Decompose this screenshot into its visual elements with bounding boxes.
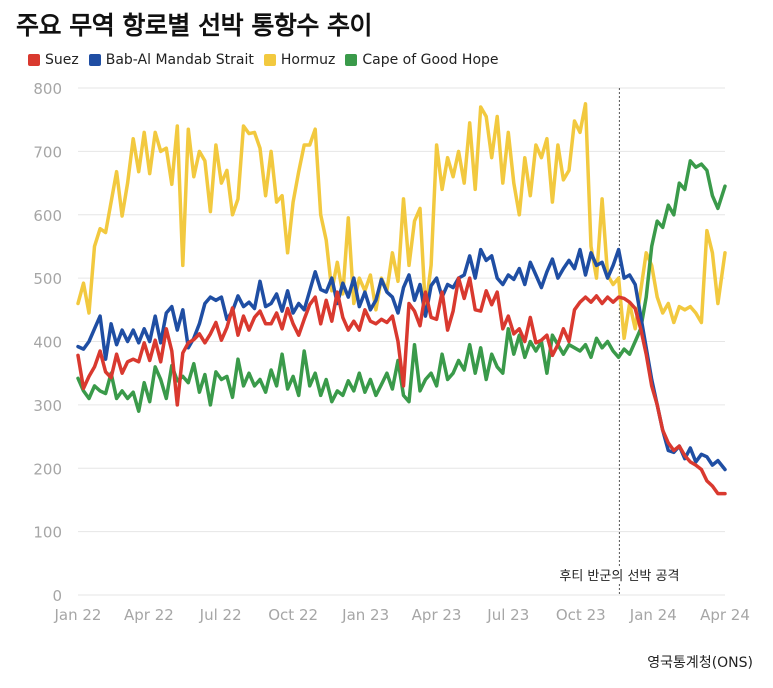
legend-label-bab-al-mandab: Bab-Al Mandab Strait <box>105 52 254 68</box>
y-tick-label: 200 <box>33 460 62 478</box>
x-tick-label: Oct 22 <box>268 606 318 624</box>
x-tick-label: Jul 23 <box>486 606 529 624</box>
x-tick-label: Jan 23 <box>341 606 389 624</box>
legend-item-bab-al-mandab: Bab-Al Mandab Strait <box>88 52 254 68</box>
chart-title: 주요 무역 항로별 선박 통항수 추이 <box>16 11 373 40</box>
legend: Suez Bab-Al Mandab Strait Hormuz Cape of… <box>28 50 499 70</box>
legend-item-suez: Suez <box>28 52 79 68</box>
y-tick-label: 600 <box>33 207 62 225</box>
x-tick-label: Apr 23 <box>412 606 462 624</box>
x-tick-label: Jul 22 <box>199 606 242 624</box>
legend-label-suez: Suez <box>45 52 79 68</box>
legend-swatch-suez <box>28 54 40 66</box>
source-note: 영국통계청(ONS) <box>647 655 753 671</box>
series-line-cape-of-good-hope <box>76 159 727 413</box>
series-line-hormuz <box>76 102 727 341</box>
series-line-suez <box>76 276 727 496</box>
x-tick-label: Jan 22 <box>54 606 102 624</box>
y-tick-label: 100 <box>33 524 62 542</box>
x-tick-label: Apr 24 <box>700 606 750 624</box>
y-tick-label: 0 <box>52 587 62 605</box>
legend-swatch-bab-al-mandab <box>88 54 101 66</box>
legend-swatch-hormuz <box>263 54 276 66</box>
y-tick-label: 800 <box>33 80 62 98</box>
legend-item-cape-of-good-hope: Cape of Good Hope <box>345 52 499 68</box>
annotation-label: 후티 반군의 선박 공격 <box>559 569 679 584</box>
x-tick-label: Apr 22 <box>124 606 174 624</box>
y-tick-label: 500 <box>33 270 62 288</box>
x-tick-label: Oct 23 <box>556 606 606 624</box>
series-line-bab-al-mandab <box>76 247 727 472</box>
legend-swatch-cape-of-good-hope <box>345 54 358 66</box>
legend-label-cape-of-good-hope: Cape of Good Hope <box>362 52 499 68</box>
y-tick-label: 700 <box>33 143 62 161</box>
legend-label-hormuz: Hormuz <box>280 52 336 68</box>
legend-item-hormuz: Hormuz <box>263 52 336 68</box>
y-tick-label: 400 <box>33 334 62 352</box>
x-tick-label: Jan 24 <box>629 606 677 624</box>
y-tick-label: 300 <box>33 397 62 415</box>
